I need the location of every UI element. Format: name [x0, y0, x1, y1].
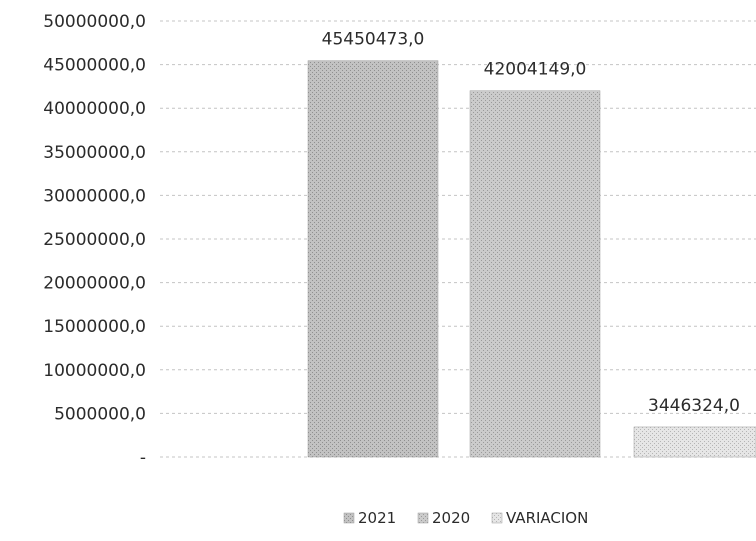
legend-label-2021: 2021 [358, 509, 396, 527]
y-tick-label: 10000000,0 [43, 361, 146, 381]
gridlines [160, 20, 756, 458]
data-labels: 45450473,0 42004149,0 3446324,0 [322, 30, 740, 416]
bar-2021 [307, 60, 439, 458]
y-tick-label: 40000000,0 [43, 99, 146, 119]
legend-swatch-2021 [343, 512, 355, 524]
bar-2020 [469, 90, 601, 458]
y-axis-tick-labels: 50000000,0 45000000,0 40000000,0 35000000,0… [43, 12, 146, 468]
legend-label-variacion: VARIACION [506, 509, 588, 527]
y-tick-label: - [140, 448, 146, 468]
bars [307, 60, 756, 458]
y-tick-label: 50000000,0 [43, 12, 146, 32]
y-tick-label: 45000000,0 [43, 56, 146, 76]
data-label-2020: 42004149,0 [484, 60, 587, 80]
data-label-2021: 45450473,0 [322, 30, 425, 50]
legend-swatch-2020 [417, 512, 429, 524]
legend-swatch-variacion [491, 512, 503, 524]
legend-label-2020: 2020 [432, 509, 470, 527]
y-tick-label: 20000000,0 [43, 274, 146, 294]
y-tick-label: 15000000,0 [43, 317, 146, 337]
y-tick-label: 25000000,0 [43, 230, 146, 250]
y-tick-label: 35000000,0 [43, 143, 146, 163]
data-label-variacion: 3446324,0 [648, 396, 740, 416]
y-tick-label: 5000000,0 [54, 404, 146, 424]
bar-variacion [633, 426, 756, 458]
y-tick-label: 30000000,0 [43, 186, 146, 206]
legend: 2021 2020 VARIACION [343, 509, 588, 527]
